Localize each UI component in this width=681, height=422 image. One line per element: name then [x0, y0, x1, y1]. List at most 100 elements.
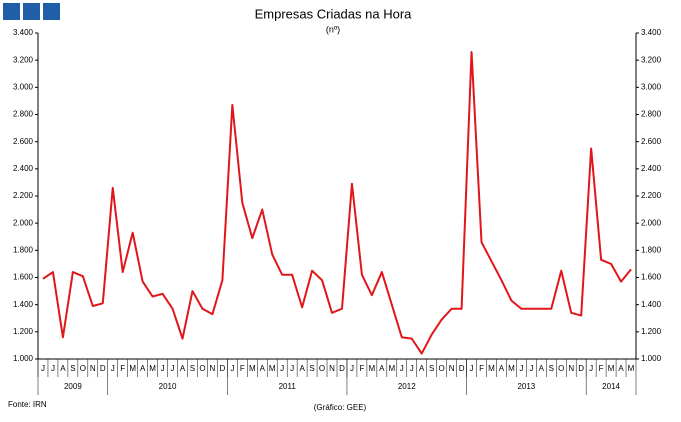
x-tick-label: F [120, 364, 125, 373]
x-tick-label: M [488, 364, 495, 373]
x-tick-label: A [60, 364, 66, 373]
x-tick-label: N [449, 364, 455, 373]
y2-tick-label: 1.600 [641, 273, 662, 282]
y-tick-label: 1.800 [13, 245, 34, 254]
x-tick-label: J [589, 364, 593, 373]
y-tick-label: 2.400 [13, 164, 34, 173]
x-tick-label: J [111, 364, 115, 373]
x-tick-label: M [269, 364, 276, 373]
x-tick-label: J [290, 364, 294, 373]
year-label: 2012 [398, 382, 416, 391]
y-tick-label: 3.000 [13, 82, 34, 91]
x-tick-label: F [599, 364, 604, 373]
y2-tick-label: 2.600 [641, 137, 662, 146]
y-tick-label: 1.000 [13, 354, 34, 363]
x-tick-label: J [51, 364, 55, 373]
x-tick-label: N [329, 364, 335, 373]
year-label: 2014 [602, 382, 620, 391]
data-line [42, 51, 632, 355]
y-tick-label: 1.200 [13, 327, 34, 336]
y2-tick-label: 3.400 [641, 28, 662, 37]
x-tick-label: S [190, 364, 195, 373]
x-tick-label: F [479, 364, 484, 373]
y2-tick-label: 1.000 [641, 354, 662, 363]
credit: (Gráfico: GEE) [314, 403, 367, 412]
x-tick-label: M [508, 364, 515, 373]
x-tick-label: A [299, 364, 305, 373]
y2-tick-label: 2.400 [641, 164, 662, 173]
x-tick-label: A [379, 364, 385, 373]
x-tick-label: M [388, 364, 395, 373]
y-tick-label: 1.600 [13, 273, 34, 282]
x-tick-label: A [180, 364, 186, 373]
x-tick-label: D [219, 364, 225, 373]
x-tick-label: O [439, 364, 445, 373]
x-tick-label: J [470, 364, 474, 373]
y2-tick-label: 2.800 [641, 110, 662, 119]
x-tick-label: M [628, 364, 635, 373]
x-tick-label: F [359, 364, 364, 373]
year-label: 2010 [159, 382, 177, 391]
x-tick-label: M [608, 364, 615, 373]
x-tick-label: J [519, 364, 523, 373]
chart-title: Empresas Criadas na Hora [255, 6, 413, 21]
y-tick-label: 1.400 [13, 300, 34, 309]
x-tick-label: M [369, 364, 376, 373]
logo-square [3, 3, 20, 20]
x-tick-label: D [578, 364, 584, 373]
year-label: 2011 [279, 382, 297, 391]
x-tick-label: O [319, 364, 325, 373]
y-tick-label: 3.200 [13, 55, 34, 64]
x-tick-label: S [429, 364, 434, 373]
y2-tick-label: 1.400 [641, 300, 662, 309]
y-tick-label: 2.000 [13, 218, 34, 227]
logo-square [23, 3, 40, 20]
x-tick-label: N [210, 364, 216, 373]
y-tick-label: 2.200 [13, 191, 34, 200]
x-tick-label: A [260, 364, 266, 373]
x-tick-label: D [459, 364, 465, 373]
y2-tick-label: 2.200 [641, 191, 662, 200]
x-tick-label: J [171, 364, 175, 373]
logo-square [43, 3, 60, 20]
x-tick-label: S [549, 364, 554, 373]
x-tick-label: A [419, 364, 425, 373]
x-tick-label: N [568, 364, 574, 373]
y2-tick-label: 3.000 [641, 82, 662, 91]
x-tick-label: A [140, 364, 146, 373]
y-tick-label: 2.600 [13, 137, 34, 146]
x-tick-label: J [529, 364, 533, 373]
x-tick-label: O [199, 364, 205, 373]
x-tick-label: J [161, 364, 165, 373]
x-tick-label: O [80, 364, 86, 373]
y2-tick-label: 2.000 [641, 218, 662, 227]
x-tick-label: O [558, 364, 564, 373]
x-tick-label: J [280, 364, 284, 373]
x-tick-label: J [410, 364, 414, 373]
x-tick-label: D [339, 364, 345, 373]
x-tick-label: M [249, 364, 256, 373]
y2-tick-label: 1.200 [641, 327, 662, 336]
x-tick-label: S [70, 364, 75, 373]
x-tick-label: A [618, 364, 624, 373]
y-tick-label: 2.800 [13, 110, 34, 119]
x-tick-label: J [400, 364, 404, 373]
x-tick-label: J [230, 364, 234, 373]
y2-tick-label: 3.200 [641, 55, 662, 64]
year-label: 2013 [517, 382, 535, 391]
x-tick-label: J [350, 364, 354, 373]
x-tick-label: M [129, 364, 136, 373]
x-tick-label: D [100, 364, 106, 373]
x-tick-label: F [240, 364, 245, 373]
x-tick-label: M [149, 364, 156, 373]
chart-subtitle: (nº) [326, 24, 340, 34]
year-label: 2009 [64, 382, 82, 391]
x-tick-label: J [41, 364, 45, 373]
x-tick-label: S [309, 364, 314, 373]
x-tick-label: A [499, 364, 505, 373]
x-tick-label: A [539, 364, 545, 373]
y2-tick-label: 1.800 [641, 245, 662, 254]
source: Fonte: IRN [8, 400, 47, 409]
x-tick-label: N [90, 364, 96, 373]
